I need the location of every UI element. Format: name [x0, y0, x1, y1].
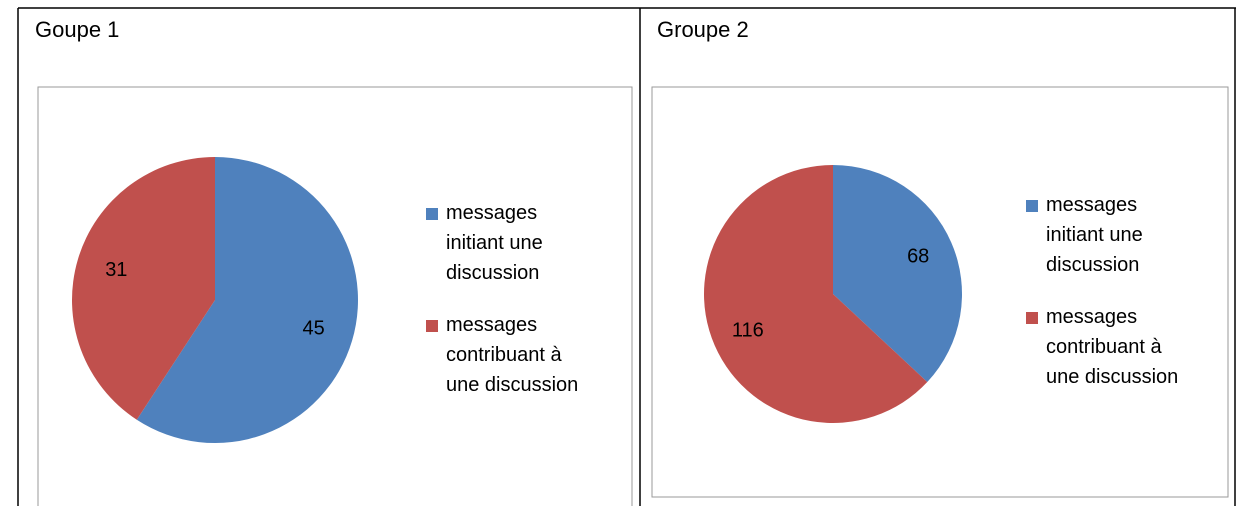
legend-swatch — [1026, 312, 1038, 324]
data-label: 68 — [907, 245, 929, 267]
legend-label: messages contribuant à une discussion — [1046, 306, 1178, 388]
legend-swatch — [1026, 200, 1038, 212]
legend-label: messages initiant une discussion — [446, 202, 543, 284]
legend-swatch — [426, 208, 438, 220]
pie-slice — [703, 165, 928, 424]
data-label: 116 — [732, 319, 764, 341]
data-label: 45 — [303, 318, 325, 340]
pie-slice — [71, 156, 216, 420]
cell-title: Groupe 2 — [657, 17, 749, 42]
pie-slice — [833, 165, 962, 383]
legend-label: messages contribuant à une discussion — [446, 314, 578, 396]
data-label: 31 — [105, 259, 127, 281]
cell-title: Goupe 1 — [35, 17, 119, 42]
chart-frame — [37, 86, 633, 506]
pie-slice — [136, 157, 358, 443]
legend-label: messages initiant une discussion — [1046, 194, 1143, 276]
legend-swatch — [426, 320, 438, 332]
chart-frame — [651, 86, 1229, 498]
